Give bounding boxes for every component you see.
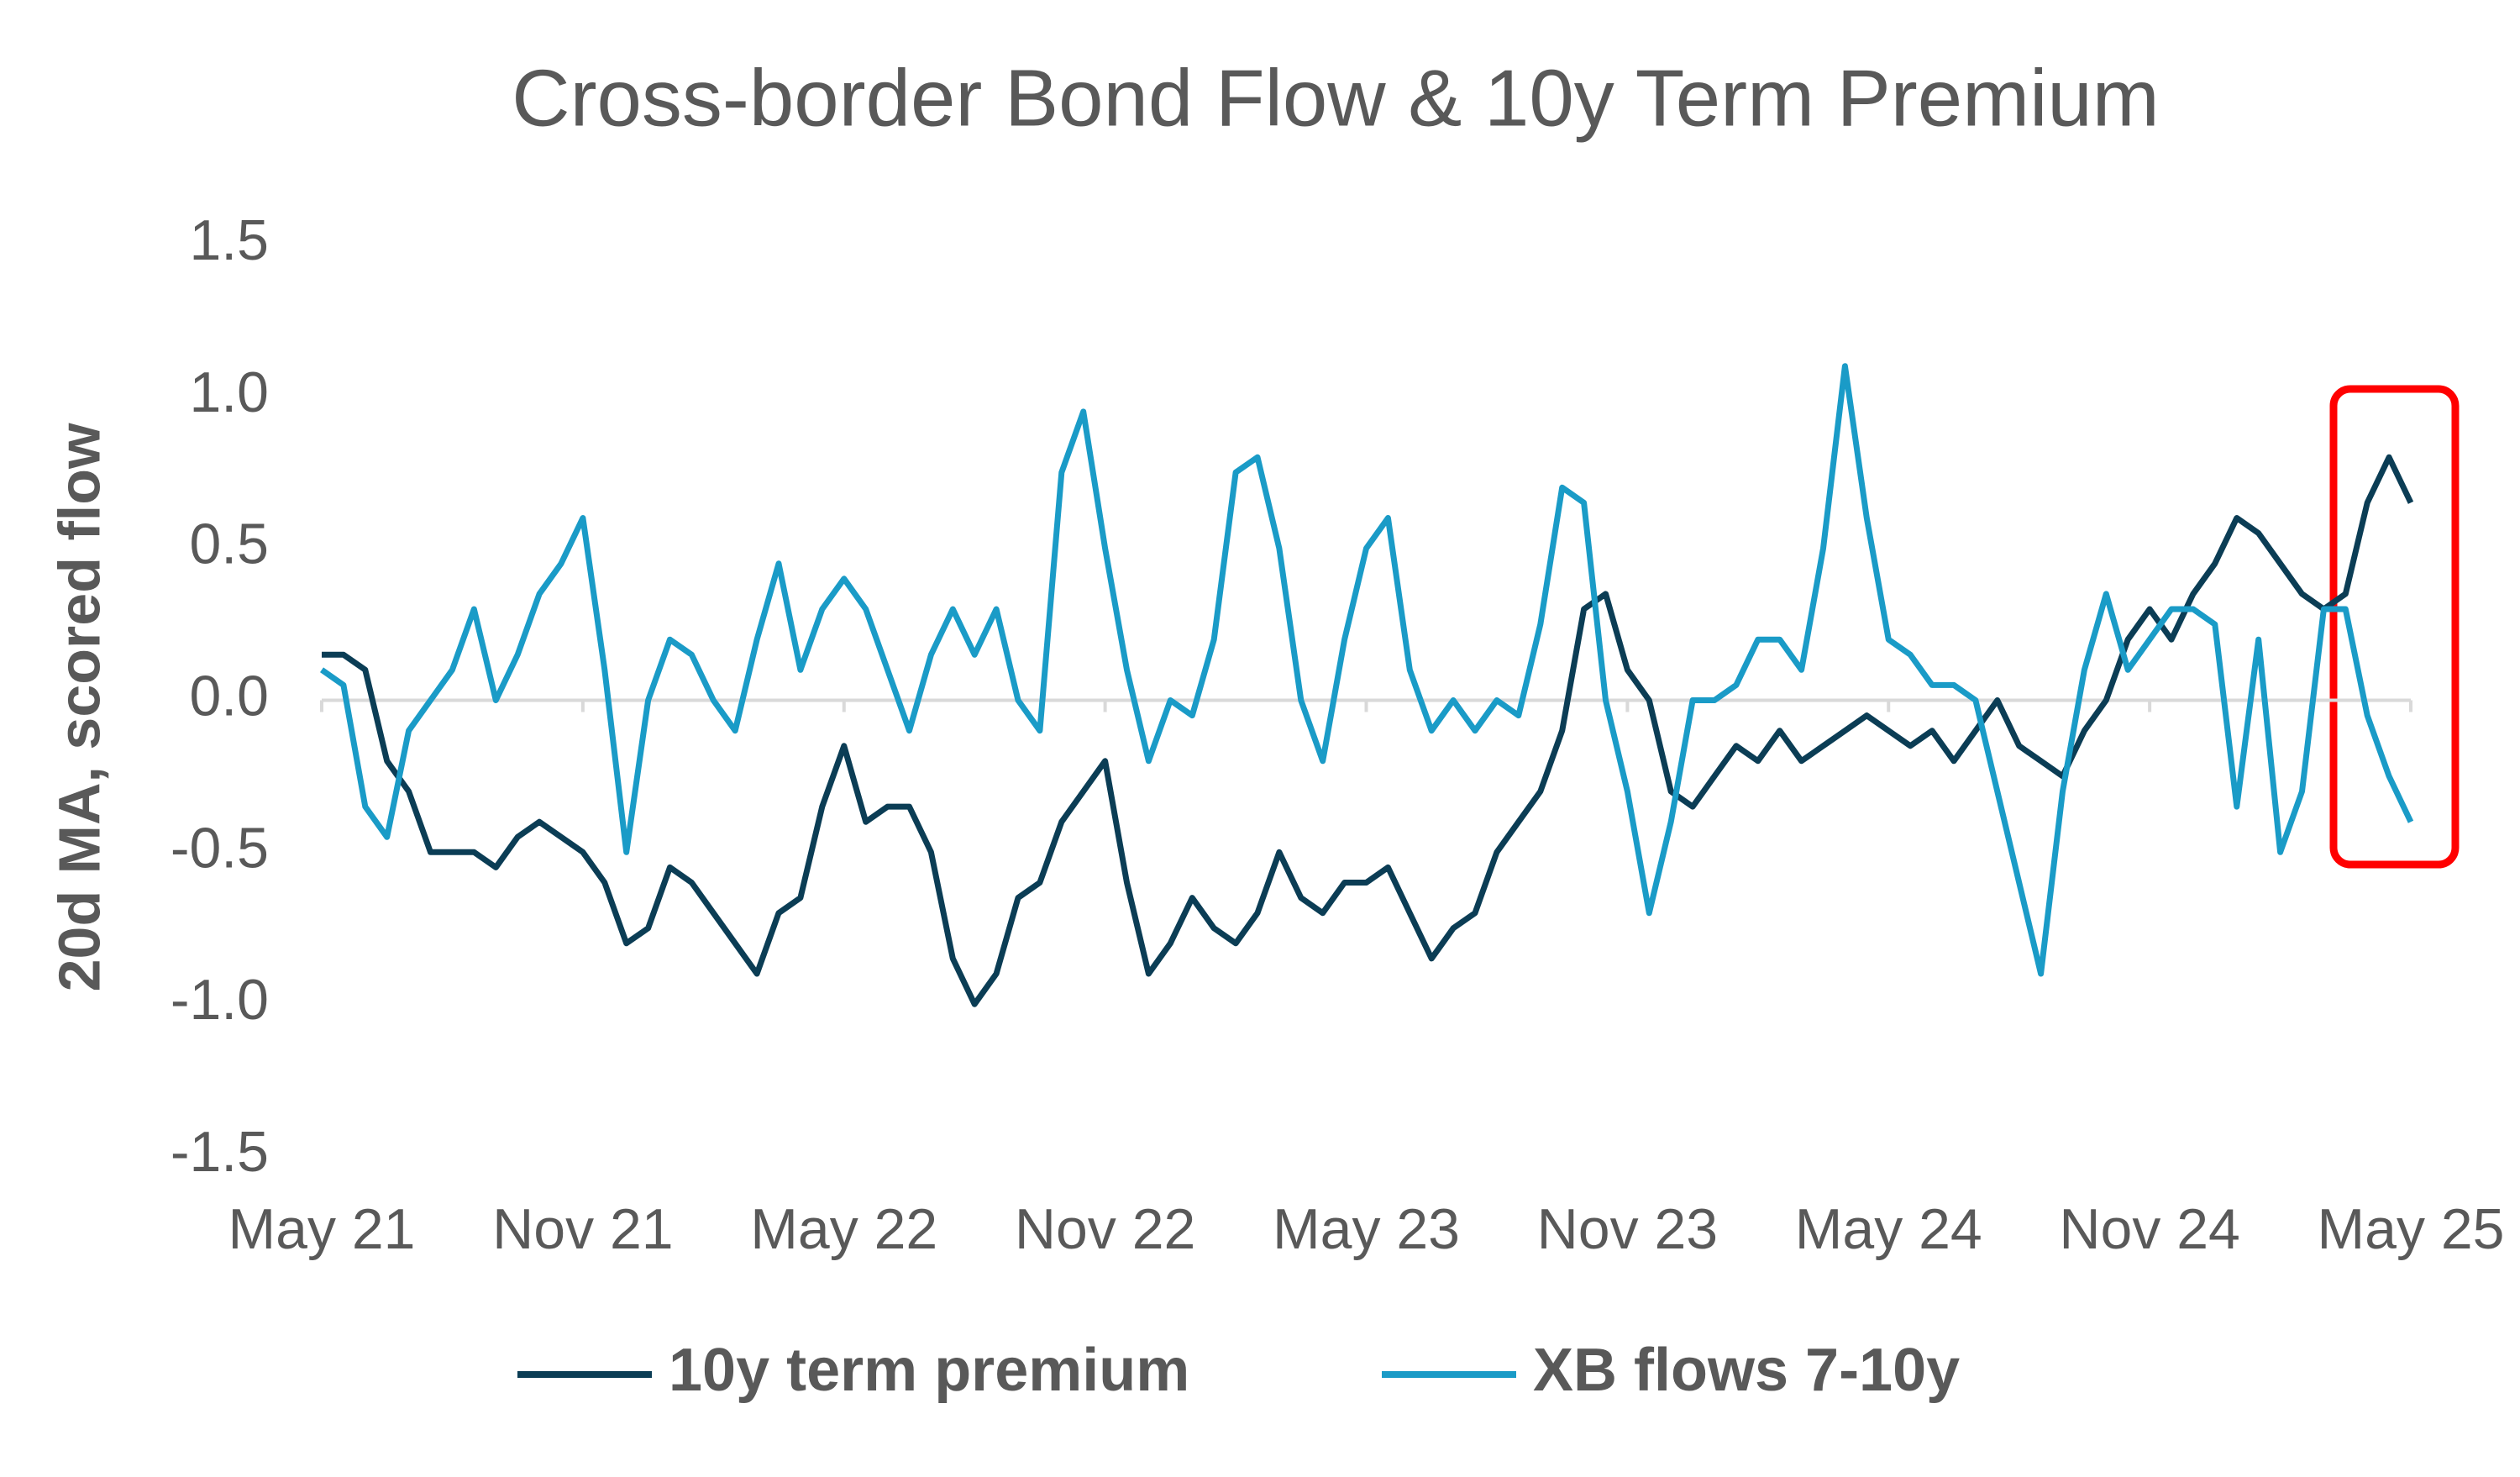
x-tick-label: May 22 <box>750 1197 937 1261</box>
y-tick-label: 1.0 <box>189 360 269 424</box>
series-line <box>319 363 2414 977</box>
x-tick-label: Nov 22 <box>1015 1197 1195 1261</box>
y-tick-label: 0.0 <box>189 664 269 728</box>
y-tick-label: 0.5 <box>189 512 269 576</box>
y-tick-label: 1.5 <box>189 208 269 272</box>
y-tick-label: -1.5 <box>171 1120 269 1184</box>
y-tick-label: -0.5 <box>171 816 269 880</box>
x-tick-label: Nov 23 <box>1537 1197 1718 1261</box>
chart-title: Cross-border Bond Flow & 10y Term Premiu… <box>512 53 2160 143</box>
x-tick-label: May 23 <box>1273 1197 1460 1261</box>
series-line <box>322 454 2414 1007</box>
x-tick-label: May 25 <box>2318 1197 2505 1261</box>
x-tick-label: May 21 <box>228 1197 416 1261</box>
legend-label: XB flows 7-10y <box>1533 1337 1960 1404</box>
y-axis-label: 20d MA, scored flow <box>46 423 112 991</box>
highlight-box <box>2329 385 2460 869</box>
x-tick-label: May 24 <box>1795 1197 1982 1261</box>
x-tick-label: Nov 24 <box>2059 1197 2239 1261</box>
x-tick-label: Nov 21 <box>492 1197 673 1261</box>
y-tick-label: -1.0 <box>171 968 269 1032</box>
legend-label: 10y term premium <box>669 1337 1189 1404</box>
